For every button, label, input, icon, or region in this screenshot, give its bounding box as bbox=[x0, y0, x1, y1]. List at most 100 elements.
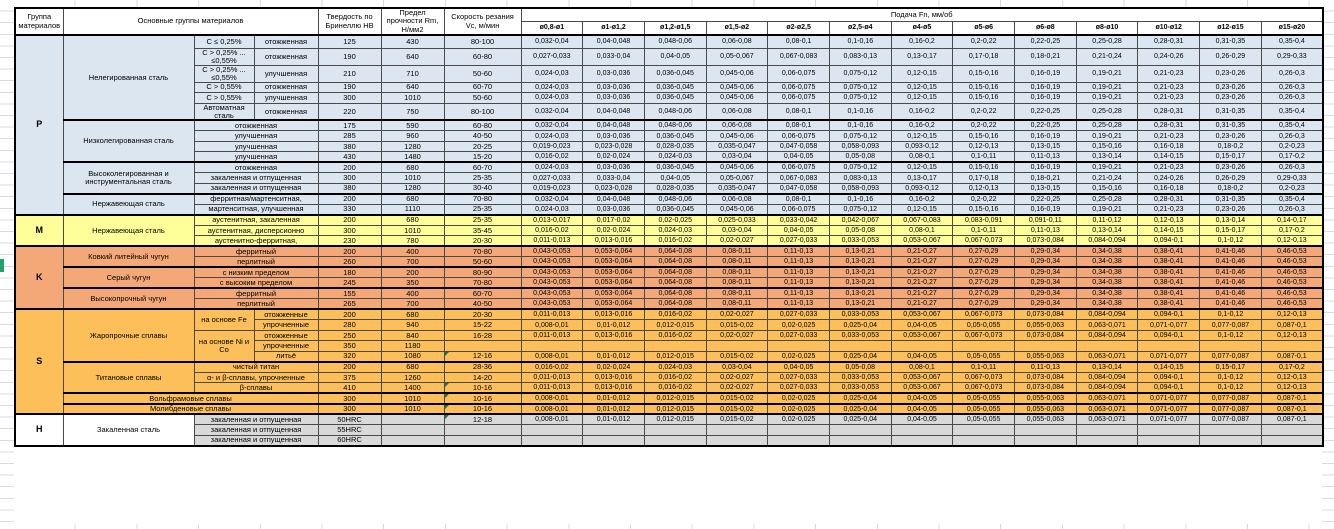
cell-feed-value[interactable]: 0,04-0,05 bbox=[890, 413, 954, 426]
cell-feed-value[interactable] bbox=[1260, 434, 1324, 447]
cell-feed-value[interactable]: 0,032-0,04 bbox=[520, 34, 584, 49]
cell-feed-value[interactable]: 0,13-0,17 bbox=[890, 172, 954, 184]
cell-feed-value[interactable]: 0,045-0,06 bbox=[705, 130, 769, 142]
cell-feed-value[interactable]: 0,13-0,14 bbox=[1075, 151, 1139, 163]
cell-feed-value[interactable]: 0,087-0,1 bbox=[1260, 413, 1324, 426]
cell-feed-value[interactable]: 0,41-0,46 bbox=[1199, 256, 1262, 268]
cell-cutting-speed[interactable]: 35-45 bbox=[443, 224, 522, 237]
cell-feed-value[interactable]: 0,01-0,012 bbox=[582, 402, 645, 415]
cell-feed-value[interactable]: 0,083-0,13 bbox=[828, 172, 892, 184]
cell-treatment[interactable]: чистый титан bbox=[193, 360, 319, 373]
cell-material-family[interactable]: Титановые сплавы bbox=[62, 360, 195, 394]
cell-feed-value[interactable]: 0,06-0,075 bbox=[767, 203, 830, 216]
cell-feed-value[interactable]: 0,26-0,3 bbox=[1260, 203, 1324, 216]
cell-feed-value[interactable]: 0,033-0,053 bbox=[828, 329, 892, 342]
cell-strength[interactable] bbox=[380, 424, 445, 436]
cell-feed-value[interactable]: 0,31-0,35 bbox=[1199, 192, 1262, 205]
cell-feed-value[interactable]: 0,025-0,04 bbox=[828, 392, 892, 405]
cell-treatment[interactable]: отожженная bbox=[253, 34, 319, 49]
cell-cutting-speed[interactable]: 80-90 bbox=[443, 266, 522, 279]
cell-treatment[interactable]: отожженные bbox=[253, 308, 319, 321]
cell-strength[interactable]: 1280 bbox=[380, 182, 445, 195]
cell-feed-value[interactable]: 0,05-0,08 bbox=[828, 151, 892, 163]
cell-hardness[interactable]: 155 bbox=[317, 287, 382, 300]
cell-feed-value[interactable]: 0,1-0,11 bbox=[952, 151, 1016, 163]
cell-hardness[interactable]: 250 bbox=[317, 329, 382, 342]
cell-feed-value[interactable]: 0,29-0,34 bbox=[1014, 245, 1077, 258]
cell-treatment[interactable]: закаленная и отпущенная bbox=[193, 424, 319, 436]
cell-feed-value[interactable]: 0,024-0,03 bbox=[643, 224, 707, 237]
header-brinell-hardness[interactable]: Твердость по Бринеллю HB bbox=[317, 7, 382, 36]
cell-feed-value[interactable] bbox=[1137, 434, 1201, 447]
cell-feed-value[interactable]: 0,064-0,08 bbox=[643, 266, 707, 279]
cell-feed-value[interactable]: 0,064-0,08 bbox=[643, 277, 707, 289]
cell-treatment[interactable]: α- и β-сплавы, упрочненные bbox=[193, 371, 319, 384]
cell-feed-value[interactable]: 0,073-0,084 bbox=[1014, 308, 1077, 321]
cell-feed-value[interactable] bbox=[1260, 340, 1324, 352]
cell-feed-value[interactable]: 0,02-0,025 bbox=[767, 413, 830, 426]
cell-hardness[interactable]: 300 bbox=[317, 92, 382, 104]
cell-feed-value[interactable]: 0,19-0,21 bbox=[1075, 203, 1139, 216]
cell-hardness[interactable]: 175 bbox=[317, 119, 382, 132]
cell-feed-value[interactable]: 0,28-0,31 bbox=[1137, 192, 1201, 205]
cell-feed-value[interactable]: 0,1-0,11 bbox=[952, 360, 1016, 373]
cell-feed-value[interactable]: 0,34-0,38 bbox=[1075, 298, 1139, 310]
cell-feed-value[interactable]: 0,008-0,01 bbox=[520, 350, 584, 363]
cell-feed-value[interactable]: 0,1-0,12 bbox=[1199, 235, 1262, 247]
cell-feed-value[interactable]: 0,067-0,083 bbox=[890, 213, 954, 226]
cell-feed-value[interactable]: 0,055-0,063 bbox=[1014, 392, 1077, 405]
cell-feed-value[interactable] bbox=[1014, 340, 1077, 352]
cell-feed-value[interactable]: 0,05-0,08 bbox=[828, 360, 892, 373]
cell-feed-value[interactable] bbox=[1137, 340, 1201, 352]
cell-feed-value[interactable]: 0,053-0,067 bbox=[890, 371, 954, 384]
cell-treatment[interactable]: отожженная bbox=[253, 102, 319, 121]
cell-feed-value[interactable]: 0,091-0,11 bbox=[1014, 213, 1077, 226]
cell-strength[interactable]: 590 bbox=[380, 119, 445, 132]
cell-feed-value[interactable]: 0,25-0,28 bbox=[1075, 192, 1139, 205]
cell-feed-value[interactable]: 0,11-0,13 bbox=[1014, 224, 1077, 237]
cell-feed-value[interactable]: 0,05-0,055 bbox=[952, 350, 1016, 363]
cell-feed-value[interactable]: 0,11-0,13 bbox=[767, 245, 830, 258]
cell-feed-value[interactable]: 0,064-0,08 bbox=[643, 256, 707, 268]
cell-feed-value[interactable]: 0,29-0,34 bbox=[1014, 277, 1077, 289]
cell-cutting-speed[interactable]: 10-16 bbox=[443, 382, 522, 394]
cell-feed-value[interactable]: 0,04-0,05 bbox=[890, 402, 954, 415]
cell-treatment[interactable]: ферритный bbox=[193, 287, 319, 300]
cell-feed-value[interactable]: 0,053-0,067 bbox=[890, 382, 954, 394]
cell-feed-value[interactable]: 0,23-0,26 bbox=[1199, 64, 1262, 83]
cell-feed-value[interactable] bbox=[1199, 424, 1262, 436]
cell-feed-value[interactable]: 0,033-0,04 bbox=[582, 47, 645, 66]
cell-feed-value[interactable]: 0,048-0,06 bbox=[643, 192, 707, 205]
cell-feed-value[interactable]: 0,015-0,02 bbox=[705, 319, 769, 331]
cell-feed-value[interactable]: 0,34-0,38 bbox=[1075, 287, 1139, 300]
cell-feed-value[interactable]: 0,12-0,15 bbox=[890, 92, 954, 104]
cell-feed-value[interactable]: 0,094-0,1 bbox=[1137, 382, 1201, 394]
cell-feed-value[interactable]: 0,083-0,091 bbox=[952, 213, 1016, 226]
cell-feed-value[interactable]: 0,027-0,033 bbox=[520, 47, 584, 66]
cell-cutting-speed[interactable]: 50-60 bbox=[443, 64, 522, 83]
cell-feed-value[interactable]: 0,21-0,27 bbox=[890, 256, 954, 268]
cell-hardness[interactable]: 200 bbox=[317, 213, 382, 226]
cell-cutting-speed[interactable]: 25-35 bbox=[443, 213, 522, 226]
cell-feed-value[interactable]: 0,024-0,03 bbox=[643, 360, 707, 373]
cell-feed-value[interactable]: 0,34-0,38 bbox=[1075, 256, 1139, 268]
cell-feed-value[interactable]: 0,055-0,063 bbox=[1014, 350, 1077, 363]
cell-feed-value[interactable]: 0,29-0,34 bbox=[1014, 298, 1077, 310]
cell-feed-value[interactable]: 0,31-0,35 bbox=[1199, 102, 1262, 121]
cell-hardness[interactable]: 60HRC bbox=[317, 434, 382, 447]
cell-feed-value[interactable]: 0,075-0,12 bbox=[828, 92, 892, 104]
cell-feed-value[interactable]: 0,11-0,13 bbox=[1014, 360, 1077, 373]
cell-feed-value[interactable]: 0,053-0,067 bbox=[890, 308, 954, 321]
cell-feed-value[interactable]: 0,027-0,033 bbox=[767, 371, 830, 384]
cell-feed-value[interactable]: 0,04-0,05 bbox=[643, 47, 707, 66]
cell-feed-value[interactable]: 0,26-0,3 bbox=[1260, 81, 1324, 94]
cell-group-letter[interactable]: H bbox=[14, 413, 64, 447]
cell-feed-value[interactable]: 0,008-0,01 bbox=[520, 413, 584, 426]
cell-feed-value[interactable] bbox=[890, 424, 954, 436]
cell-feed-value[interactable]: 0,29-0,33 bbox=[1260, 172, 1324, 184]
cell-strength[interactable]: 640 bbox=[380, 81, 445, 94]
cell-feed-value[interactable]: 0,28-0,31 bbox=[1137, 34, 1201, 49]
cell-feed-value[interactable]: 0,012-0,015 bbox=[643, 350, 707, 363]
cell-feed-value[interactable]: 0,35-0,4 bbox=[1260, 34, 1324, 49]
cell-group-letter[interactable]: M bbox=[14, 213, 64, 247]
